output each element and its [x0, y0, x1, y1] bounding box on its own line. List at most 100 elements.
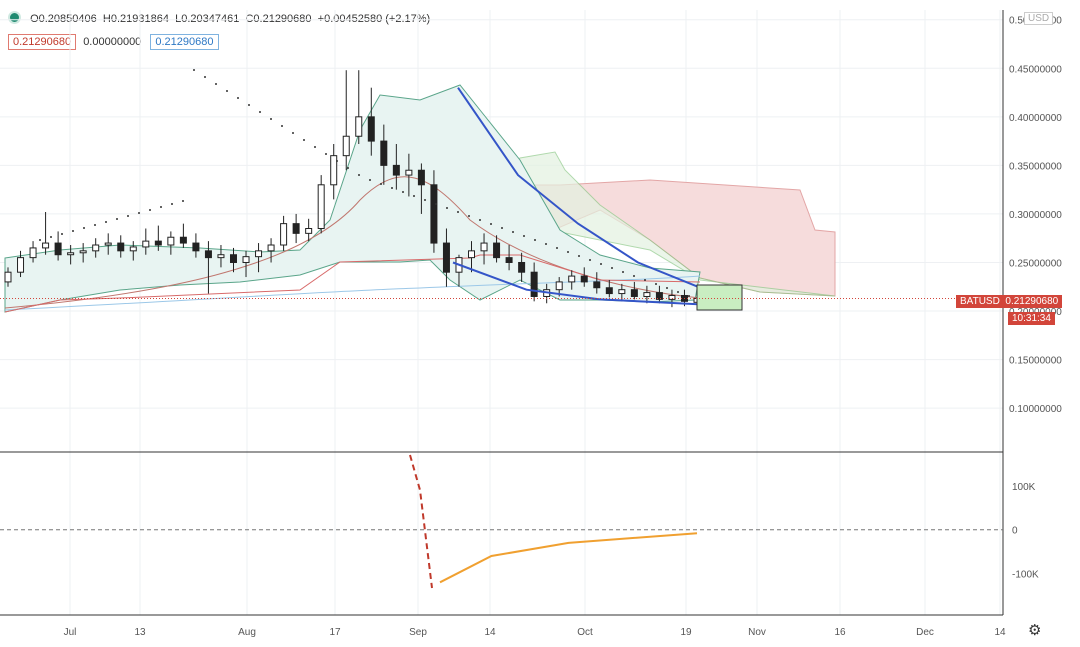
candle-body: [593, 281, 601, 289]
candle-body: [292, 223, 300, 234]
candle-body: [417, 169, 425, 186]
high-label: H: [102, 13, 111, 25]
candle-body: [468, 250, 476, 259]
sar-dot: [314, 146, 316, 148]
sar-dot: [369, 179, 371, 181]
sar-dot: [270, 118, 272, 120]
candle-body: [442, 242, 450, 273]
candle-body: [580, 275, 588, 283]
sar-dot: [468, 215, 470, 217]
sar-dot: [424, 199, 426, 201]
candle-body: [217, 254, 225, 259]
sar-dot: [677, 291, 679, 293]
y-tick-label: 0.35000000: [1009, 161, 1062, 172]
sar-dot: [655, 283, 657, 285]
sar-dot: [556, 247, 558, 249]
sar-dot: [446, 207, 448, 209]
osc-tick-label: 100K: [1012, 482, 1036, 493]
candle-body: [67, 252, 75, 256]
candle-body: [154, 240, 162, 246]
x-tick-label: Jul: [64, 627, 77, 638]
gear-icon[interactable]: ⚙: [1028, 622, 1042, 639]
candle-body: [129, 246, 137, 252]
sar-dot: [105, 221, 107, 223]
sar-dot: [501, 227, 503, 229]
candle-body: [179, 236, 187, 244]
sar-dot: [215, 83, 217, 85]
y-tick-label: 0.30000000: [1009, 210, 1062, 221]
candle-body: [117, 242, 125, 252]
candle-body: [92, 244, 100, 252]
sar-dot: [39, 239, 41, 241]
indicator-values: 0.21290680 0.00000000 0.21290680: [8, 34, 223, 50]
candle-body: [267, 244, 275, 252]
x-tick-label: Oct: [577, 627, 593, 638]
x-tick-label: 16: [834, 627, 846, 638]
candle-body: [668, 295, 676, 300]
currency-button[interactable]: USD: [1024, 12, 1054, 25]
indicator-b-value: 0.00000000: [83, 36, 142, 48]
candle-body: [518, 261, 526, 273]
sar-dot: [138, 212, 140, 214]
candle-body: [242, 256, 250, 263]
sar-dot: [391, 187, 393, 189]
x-tick-label: Sep: [409, 627, 427, 638]
sar-dot: [578, 255, 580, 257]
symbol-tag: BATUSD: [960, 296, 1000, 307]
candle-body: [192, 242, 200, 252]
x-tick-label: 13: [134, 627, 146, 638]
x-tick-label: 14: [994, 627, 1006, 638]
x-tick-label: Dec: [916, 627, 934, 638]
candle-body: [655, 292, 663, 300]
trend-line-lower: [452, 261, 699, 306]
candle-body: [305, 228, 313, 234]
candle-body: [229, 254, 237, 263]
countdown-tag: 10:31:34: [1008, 312, 1055, 325]
indicator-c-value: 0.21290680: [150, 34, 219, 50]
candle-body: [204, 250, 212, 259]
sar-dot: [611, 267, 613, 269]
sar-dot: [94, 224, 96, 226]
sar-dot: [413, 195, 415, 197]
sar-dot: [281, 125, 283, 127]
candle-body: [630, 289, 638, 297]
sar-dot: [336, 160, 338, 162]
candle-body: [330, 155, 338, 186]
y-tick-label: 0.45000000: [1009, 64, 1062, 75]
sar-dot: [347, 167, 349, 169]
sar-dot: [237, 97, 239, 99]
sar-dot: [72, 230, 74, 232]
sar-dot: [567, 251, 569, 253]
candle-body: [480, 242, 488, 252]
candle-body: [555, 281, 563, 291]
sar-dot: [633, 275, 635, 277]
candle-body: [317, 184, 325, 230]
sar-dot: [435, 203, 437, 205]
candle-body: [618, 289, 626, 295]
target-box: [696, 284, 743, 311]
osc-tick-label: 0: [1012, 526, 1018, 537]
sar-dot: [589, 259, 591, 261]
candle-body: [42, 242, 50, 249]
sar-dot: [523, 235, 525, 237]
sar-dot: [248, 104, 250, 106]
moving-average-long: [4, 275, 701, 311]
candle-body: [392, 164, 400, 176]
candle-body: [605, 287, 613, 295]
sar-dot: [666, 287, 668, 289]
open-value: 0.20850406: [38, 13, 97, 25]
candle-body: [568, 275, 576, 283]
candle-body: [280, 223, 288, 246]
close-label: C: [245, 13, 254, 25]
candle-body: [142, 240, 150, 248]
trend-line-upper: [457, 87, 699, 288]
sar-dot: [116, 218, 118, 220]
candle-body: [493, 242, 501, 259]
candle-body: [355, 116, 363, 137]
candle-body: [4, 271, 12, 283]
sar-dot: [149, 209, 151, 211]
sar-dot: [226, 90, 228, 92]
candle-body: [255, 250, 263, 258]
x-tick-label: 14: [484, 627, 496, 638]
